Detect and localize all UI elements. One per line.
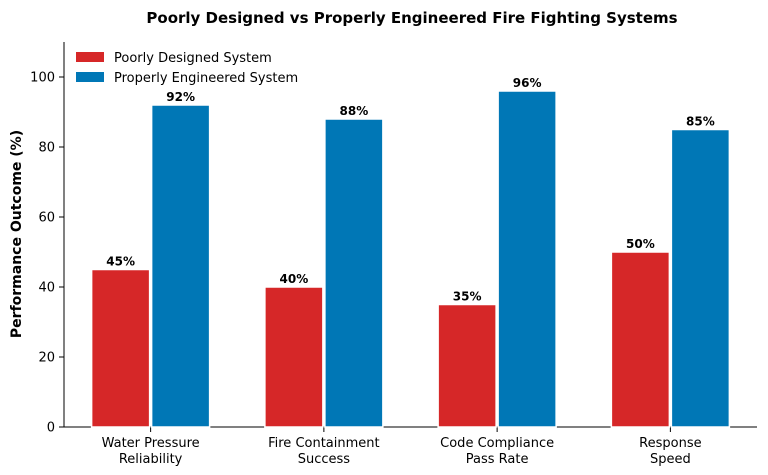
bar-value-label: 92%	[166, 90, 195, 104]
chart-title: Poorly Designed vs Properly Engineered F…	[146, 9, 677, 27]
bar-value-label: 50%	[626, 237, 655, 251]
y-axis-title: Performance Outcome (%)	[9, 130, 25, 338]
y-tick-label: 80	[38, 141, 55, 156]
x-tick-label-line: Response	[639, 436, 701, 451]
bar-value-label: 88%	[340, 104, 369, 118]
bar-value-label: 40%	[280, 272, 309, 286]
bar[interactable]	[437, 303, 497, 428]
legend: Poorly Designed System Properly Engineere…	[76, 51, 298, 86]
bar[interactable]	[324, 118, 384, 428]
x-tick-label-line: Speed	[650, 452, 691, 467]
legend-swatch	[76, 72, 104, 82]
bar[interactable]	[264, 286, 324, 428]
x-tick-label: Code Compliance Pass Rate	[440, 436, 554, 467]
bar[interactable]	[150, 104, 211, 428]
legend-label: Poorly Designed System	[114, 51, 272, 66]
bar-value-label: 96%	[513, 76, 542, 90]
x-tick-label-line: Water Pressure	[102, 436, 200, 451]
bar[interactable]	[670, 128, 731, 428]
y-tick-label: 40	[38, 281, 55, 296]
legend-label: Properly Engineered System	[114, 71, 298, 86]
x-tick-label: Response Speed	[639, 436, 701, 467]
bar[interactable]	[610, 251, 671, 428]
x-tick-label-line: Reliability	[119, 452, 183, 467]
x-tick-label: Water Pressure Reliability	[102, 436, 200, 467]
y-tick-label: 0	[47, 421, 55, 436]
x-tick-label-line: Code Compliance	[440, 436, 554, 451]
bar-value-label: 45%	[106, 255, 135, 269]
y-tick-label: 60	[38, 211, 55, 226]
bar[interactable]	[497, 90, 557, 428]
x-tick-label: Fire Containment Success	[268, 436, 380, 467]
x-tick-label-line: Pass Rate	[466, 452, 529, 467]
plot-area: 0 20 40 60 80 100 Water Pressure Reliability 45%…	[30, 42, 757, 467]
bar[interactable]	[90, 268, 151, 428]
y-tick-label: 100	[30, 71, 55, 86]
bar-value-label: 85%	[686, 115, 715, 129]
legend-swatch	[76, 52, 104, 62]
x-tick-label-line: Fire Containment	[268, 436, 380, 451]
y-tick-label: 20	[38, 351, 55, 366]
bar-value-label: 35%	[453, 290, 482, 304]
x-tick-label-line: Success	[298, 452, 351, 467]
